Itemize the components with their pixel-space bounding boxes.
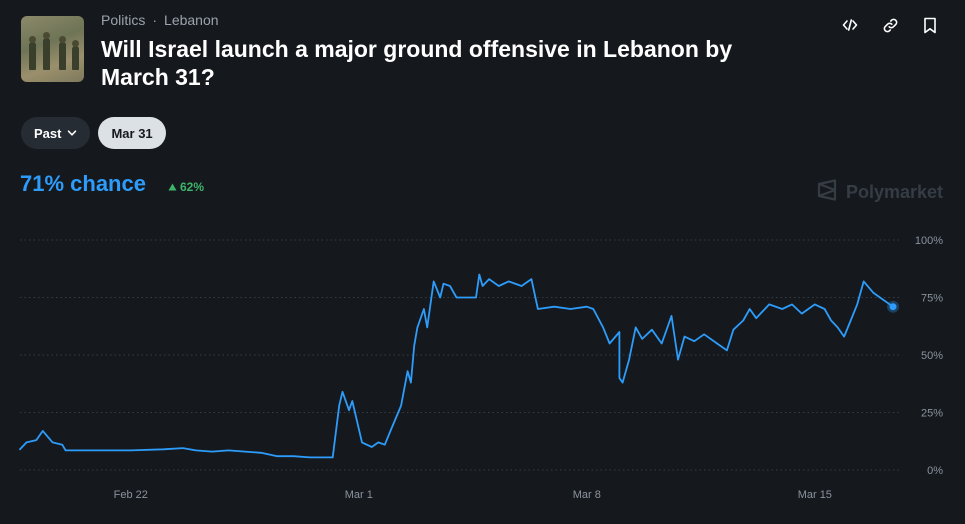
x-tick-label: Feb 22 <box>114 489 148 501</box>
y-axis: 100% 75% 50% 25% 0% <box>915 235 943 477</box>
y-tick-label: 50% <box>921 350 943 362</box>
chart-grid <box>20 239 900 471</box>
brand-name: Polymarket <box>845 182 943 202</box>
breadcrumb-category[interactable]: Politics <box>101 12 146 28</box>
triangle-up-icon <box>168 180 177 194</box>
x-tick-label: Mar 8 <box>573 489 601 501</box>
market-title: Will Israel launch a major ground offens… <box>101 36 733 90</box>
date-pill-mar-31[interactable]: Mar 31 <box>98 117 166 149</box>
y-tick-label: 25% <box>921 408 943 420</box>
delta-value: 62% <box>180 180 205 194</box>
x-tick-label: Mar 1 <box>345 489 373 501</box>
x-tick-label: Mar 15 <box>798 489 832 501</box>
breadcrumb-subcategory[interactable]: Lebanon <box>164 12 219 28</box>
timeframe-controls: Past Mar 31 <box>21 117 166 149</box>
chance-value: 71% chance <box>20 171 146 196</box>
market-thumbnail <box>21 16 84 82</box>
top-actions <box>841 14 939 36</box>
y-tick-label: 75% <box>921 293 943 305</box>
chart-series <box>19 273 899 459</box>
x-axis: Feb 22 Mar 1 Mar 8 Mar 15 <box>114 489 832 501</box>
y-tick-label: 100% <box>915 235 943 247</box>
chevron-down-icon <box>67 126 77 141</box>
brand-watermark: Polymarket <box>816 179 943 206</box>
last-point <box>889 303 897 311</box>
date-pill-label: Mar 31 <box>111 125 153 141</box>
past-label: Past <box>34 125 62 141</box>
breadcrumb-separator: · <box>152 12 158 28</box>
link-icon[interactable] <box>881 14 899 36</box>
past-dropdown[interactable]: Past <box>21 117 91 149</box>
embed-code-icon[interactable] <box>841 14 859 36</box>
bookmark-icon[interactable] <box>921 14 939 36</box>
chance-delta: 62% <box>168 180 204 194</box>
series-line <box>19 273 894 459</box>
polymarket-logo-icon <box>816 179 838 206</box>
y-tick-label: 0% <box>927 465 943 477</box>
breadcrumb: Politics · Lebanon <box>101 12 219 28</box>
